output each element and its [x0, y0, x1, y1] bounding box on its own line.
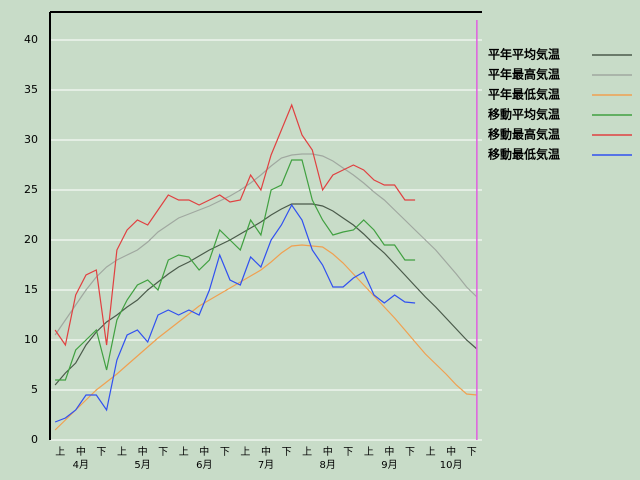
y-tick-label: 15 — [24, 283, 38, 296]
legend-label: 平年最高気温 — [488, 67, 560, 82]
x-tick-label: 下 — [343, 447, 353, 458]
x-tick-label: 下 — [405, 447, 415, 458]
series-line — [54, 103, 416, 347]
y-tick-label: 10 — [24, 333, 38, 346]
x-tick-label: 中 — [138, 445, 148, 458]
x-tick-label: 上 — [55, 446, 65, 458]
x-tick-label: 中 — [199, 445, 209, 458]
x-tick-label: 中 — [384, 445, 394, 458]
series-line — [55, 159, 416, 381]
legend-label: 移動平均気温 — [488, 107, 560, 122]
x-tick-label: 上 — [302, 446, 312, 458]
x-tick-label: 下 — [158, 447, 168, 458]
x-tick-label: 中 — [76, 445, 86, 458]
y-tick-label: 30 — [24, 133, 38, 146]
legend-label: 平年最低気温 — [488, 87, 560, 102]
y-tick-label: 0 — [31, 433, 38, 446]
x-tick-label: 下 — [96, 447, 106, 458]
month-label: 6月 — [196, 459, 212, 471]
x-tick-label: 上 — [364, 446, 374, 458]
series-line — [54, 203, 416, 423]
month-label: 10月 — [440, 459, 463, 471]
x-tick-label: 中 — [446, 445, 456, 458]
x-tick-label: 中 — [323, 445, 333, 458]
y-tick-label: 20 — [24, 233, 38, 246]
x-tick-label: 上 — [426, 446, 436, 458]
x-tick-label: 下 — [282, 447, 292, 458]
month-label: 7月 — [258, 459, 274, 471]
legend-label: 平年平均気温 — [488, 47, 560, 62]
legend-label: 移動最高気温 — [488, 127, 560, 142]
month-label: 4月 — [73, 459, 89, 471]
x-tick-label: 上 — [240, 446, 250, 458]
month-label: 5月 — [134, 459, 150, 471]
y-tick-label: 25 — [24, 183, 38, 196]
y-tick-label: 35 — [24, 83, 38, 96]
series-line — [54, 203, 478, 386]
x-tick-label: 中 — [261, 445, 271, 458]
legend-label: 移動最低気温 — [488, 147, 560, 162]
x-tick-label: 下 — [467, 447, 477, 458]
y-tick-label: 40 — [24, 33, 38, 46]
month-label: 9月 — [381, 459, 397, 471]
x-tick-label: 下 — [220, 447, 230, 458]
x-tick-label: 上 — [117, 446, 127, 458]
month-label: 8月 — [320, 459, 336, 471]
series-line — [54, 244, 477, 431]
y-tick-label: 5 — [31, 383, 38, 396]
x-tick-label: 上 — [179, 446, 189, 458]
